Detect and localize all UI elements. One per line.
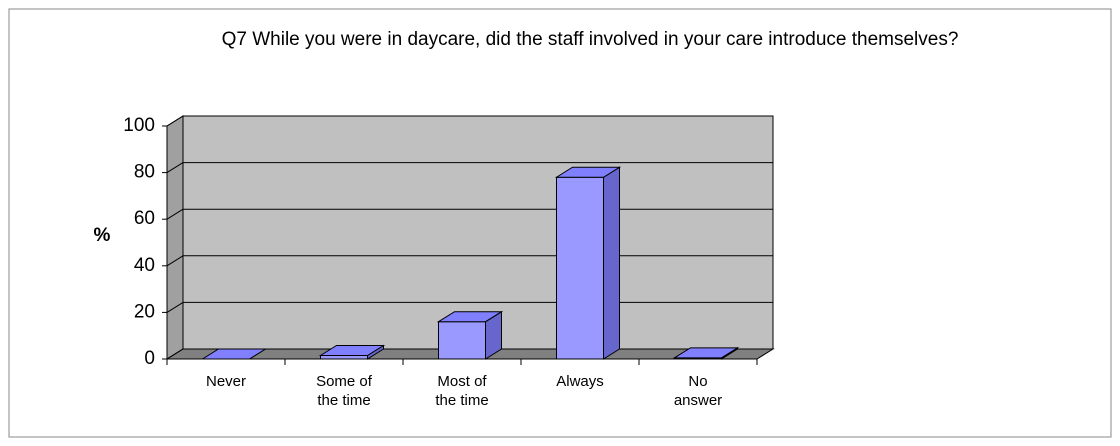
bar-top bbox=[318, 345, 386, 357]
y-tick-label: 40 bbox=[134, 255, 155, 276]
bar bbox=[672, 346, 740, 360]
bar-side bbox=[603, 166, 620, 360]
y-tick-label: 100 bbox=[123, 115, 155, 136]
grid-line bbox=[166, 301, 184, 313]
bar-front bbox=[438, 321, 486, 360]
x-tick-label: No answer bbox=[673, 373, 723, 409]
x-tick-label: Always bbox=[556, 373, 604, 390]
bar-top bbox=[436, 311, 504, 323]
grid-line bbox=[166, 115, 184, 127]
bar-front bbox=[556, 176, 604, 360]
x-tick-label: Some of the time bbox=[316, 373, 372, 409]
x-tick-label: Most of the time bbox=[435, 373, 489, 409]
bar-front bbox=[320, 355, 368, 360]
grid-line bbox=[166, 208, 184, 220]
bar-top bbox=[554, 166, 622, 178]
bar bbox=[318, 344, 386, 360]
chart-title: Q7 While you were in daycare, did the st… bbox=[221, 29, 959, 50]
y-tick-label: 20 bbox=[134, 301, 155, 322]
y-tick-label: 60 bbox=[134, 208, 155, 229]
bar-top bbox=[672, 347, 740, 359]
x-tick-label: Never bbox=[205, 373, 246, 390]
y-tick-label: 0 bbox=[144, 348, 155, 369]
side-wall bbox=[166, 115, 184, 360]
bar bbox=[436, 310, 504, 360]
grid-line bbox=[166, 255, 184, 267]
bar bbox=[554, 166, 622, 360]
grid-line bbox=[166, 162, 184, 174]
bar-top bbox=[200, 348, 268, 360]
grid-line bbox=[166, 348, 184, 360]
y-axis-label: % bbox=[94, 225, 111, 246]
y-tick-label: 80 bbox=[134, 162, 155, 183]
bar bbox=[200, 348, 268, 360]
